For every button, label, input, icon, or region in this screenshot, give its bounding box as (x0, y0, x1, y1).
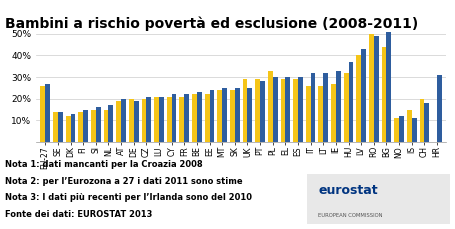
Text: Nota 1: dati mancanti per la Croazia 2008: Nota 1: dati mancanti per la Croazia 200… (5, 160, 202, 169)
Bar (172, 94, 177, 142)
Bar (66, 116, 71, 142)
Bar (58, 112, 63, 142)
Bar (53, 112, 58, 142)
Bar (235, 88, 240, 142)
Bar (336, 71, 341, 142)
Bar (425, 103, 429, 142)
Bar (420, 99, 425, 142)
Bar (255, 79, 260, 142)
Bar (382, 47, 386, 142)
Text: Fonte dei dati: EUROSTAT 2013: Fonte dei dati: EUROSTAT 2013 (5, 210, 152, 219)
Bar (230, 90, 235, 142)
Bar (108, 105, 113, 142)
Text: EUROPEAN COMMISSION: EUROPEAN COMMISSION (318, 213, 383, 218)
Text: eurostat: eurostat (318, 184, 378, 197)
Bar (311, 73, 315, 142)
Bar (374, 36, 379, 142)
Bar (349, 62, 354, 142)
Bar (386, 32, 391, 142)
Bar (399, 116, 404, 142)
Bar (318, 86, 324, 142)
Bar (184, 94, 189, 142)
Text: Nota 2: per l’Eurozona a 27 i dati 2011 sono stime: Nota 2: per l’Eurozona a 27 i dati 2011 … (5, 177, 242, 186)
Bar (324, 73, 328, 142)
Bar (192, 94, 197, 142)
Bar (147, 96, 151, 142)
Bar (356, 55, 361, 142)
Text: Nota 3: I dati più recenti per l’Irlanda sono del 2010: Nota 3: I dati più recenti per l’Irlanda… (5, 193, 252, 202)
Bar (369, 34, 374, 142)
Bar (331, 84, 336, 142)
Bar (222, 88, 227, 142)
Bar (116, 101, 121, 142)
Bar (260, 81, 265, 142)
Bar (285, 77, 290, 142)
Bar (78, 112, 83, 142)
Bar (243, 79, 248, 142)
Bar (159, 96, 164, 142)
Bar (281, 79, 285, 142)
Bar (306, 86, 311, 142)
Bar (91, 109, 96, 142)
Bar (248, 88, 252, 142)
Bar (96, 107, 101, 142)
Bar (293, 79, 298, 142)
Bar (268, 71, 273, 142)
Bar (344, 73, 349, 142)
Bar (71, 114, 76, 142)
Bar (298, 77, 303, 142)
Bar (154, 96, 159, 142)
Bar (45, 84, 50, 142)
Bar (134, 101, 138, 142)
Bar (412, 118, 417, 142)
Bar (40, 86, 45, 142)
Bar (167, 96, 172, 142)
Bar (217, 90, 222, 142)
Bar (210, 90, 214, 142)
Bar (394, 118, 399, 142)
Text: Bambini a rischio povertà ed esclusione (2008-2011): Bambini a rischio povertà ed esclusione … (5, 16, 418, 30)
Bar (129, 99, 134, 142)
Bar (361, 49, 366, 142)
Bar (197, 92, 202, 142)
Bar (83, 109, 88, 142)
Bar (179, 96, 184, 142)
Bar (104, 109, 108, 142)
Bar (142, 99, 147, 142)
Bar (205, 94, 210, 142)
Bar (407, 109, 412, 142)
Bar (437, 75, 442, 142)
Bar (121, 99, 126, 142)
Bar (273, 77, 278, 142)
